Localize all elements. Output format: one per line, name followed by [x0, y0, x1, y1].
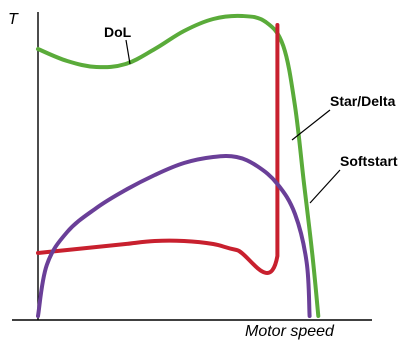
series-line-dol	[36, 13, 321, 318]
y-axis-label: T	[8, 11, 19, 28]
series-line-softstart	[36, 153, 312, 318]
label-softstart: Softstart	[340, 153, 398, 169]
leader-line-dol	[125, 39, 131, 65]
leader-line-star-delta	[291, 109, 331, 141]
series-line-star-delta	[36, 23, 280, 275]
leader-line-softstart	[309, 169, 341, 204]
x-axis-label: Motor speed	[245, 323, 335, 340]
series-layer	[36, 13, 321, 318]
label-dol: DoL	[104, 24, 132, 40]
label-star-delta: Star/Delta	[330, 93, 396, 109]
